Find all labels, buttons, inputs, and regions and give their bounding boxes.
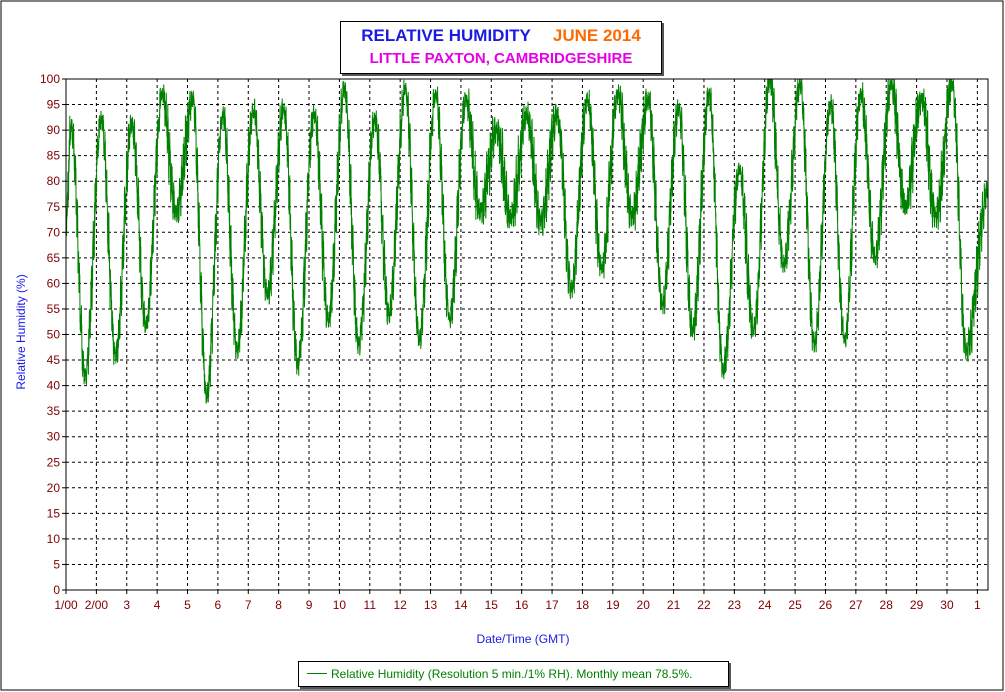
x-tick-label: 30 xyxy=(940,598,954,612)
chart-subtitle: LITTLE PAXTON, CAMBRIDGESHIRE xyxy=(369,50,633,67)
x-tick-label: 23 xyxy=(728,598,742,612)
x-tick-label: 18 xyxy=(576,598,590,612)
title-month: JUNE 2014 xyxy=(552,26,641,45)
x-tick-label: 9 xyxy=(306,598,313,612)
y-tick-label: 55 xyxy=(47,302,61,316)
y-axis-ticks: 0 5 10 15 20 25 30 35 40 45 50 55 60 65 70 75 80 85 90 95 10… xyxy=(40,72,66,597)
x-tick-label: 15 xyxy=(485,598,499,612)
y-tick-label: 45 xyxy=(47,353,61,367)
legend-swatch xyxy=(307,673,327,674)
title-main: RELATIVE HUMIDITY xyxy=(361,26,531,45)
y-tick-label: 50 xyxy=(47,328,61,342)
x-axis-ticks: 1/00 2/00 3 4 5 6 7 8 9 10 11 12 13 14 15 16 17 18 19 20 21 2… xyxy=(54,590,981,612)
x-tick-label: 3 xyxy=(123,598,130,612)
x-tick-label: 21 xyxy=(667,598,681,612)
y-tick-label: 15 xyxy=(47,506,61,520)
y-axis-title: Relative Humidity (%) xyxy=(14,274,28,389)
y-tick-label: 35 xyxy=(47,404,61,418)
x-tick-label: 29 xyxy=(910,598,924,612)
y-tick-label: 70 xyxy=(47,225,61,239)
x-tick-label: 10 xyxy=(333,598,347,612)
y-tick-label: 25 xyxy=(47,455,61,469)
legend: Relative Humidity (Resolution 5 min./1% … xyxy=(298,661,729,687)
x-tick-label: 1/00 xyxy=(54,598,78,612)
x-tick-label: 13 xyxy=(424,598,438,612)
y-tick-label: 10 xyxy=(47,532,61,546)
x-axis-title: Date/Time (GMT) xyxy=(477,632,570,646)
y-tick-label: 85 xyxy=(47,149,61,163)
x-tick-label: 12 xyxy=(393,598,407,612)
y-tick-label: 40 xyxy=(47,379,61,393)
x-tick-label: 26 xyxy=(819,598,833,612)
chart-title-box: RELATIVE HUMIDITY JUNE 2014 LITTLE PAXTON… xyxy=(340,21,662,74)
y-tick-label: 75 xyxy=(47,200,61,214)
y-tick-label: 5 xyxy=(53,557,60,571)
legend-label: Relative Humidity (Resolution 5 min./1% … xyxy=(331,667,693,681)
x-tick-label: 24 xyxy=(758,598,772,612)
x-tick-label: 16 xyxy=(515,598,529,612)
y-tick-label: 60 xyxy=(47,276,61,290)
x-tick-label: 25 xyxy=(788,598,802,612)
y-tick-label: 30 xyxy=(47,430,61,444)
x-tick-label: 11 xyxy=(364,598,377,612)
x-tick-label: 1 xyxy=(974,598,981,612)
x-tick-label: 5 xyxy=(184,598,191,612)
x-tick-label: 2/00 xyxy=(85,598,109,612)
series-layer xyxy=(65,78,989,404)
x-tick-label: 20 xyxy=(637,598,651,612)
y-tick-label: 65 xyxy=(47,251,61,265)
y-tick-label: 90 xyxy=(47,123,61,137)
chart-title: RELATIVE HUMIDITY JUNE 2014 xyxy=(341,26,661,46)
x-tick-label: 27 xyxy=(849,598,863,612)
x-tick-label: 8 xyxy=(275,598,282,612)
y-tick-label: 100 xyxy=(40,72,60,86)
x-tick-label: 6 xyxy=(215,598,222,612)
x-tick-label: 4 xyxy=(154,598,161,612)
x-tick-label: 7 xyxy=(245,598,252,612)
humidity-series-line xyxy=(65,78,989,404)
y-tick-label: 80 xyxy=(47,174,61,188)
y-tick-label: 95 xyxy=(47,98,61,112)
y-tick-label: 0 xyxy=(53,583,60,597)
x-tick-label: 28 xyxy=(880,598,894,612)
x-tick-label: 14 xyxy=(454,598,468,612)
y-tick-label: 20 xyxy=(47,481,61,495)
x-tick-label: 17 xyxy=(545,598,559,612)
x-tick-label: 22 xyxy=(697,598,711,612)
x-tick-label: 19 xyxy=(606,598,620,612)
